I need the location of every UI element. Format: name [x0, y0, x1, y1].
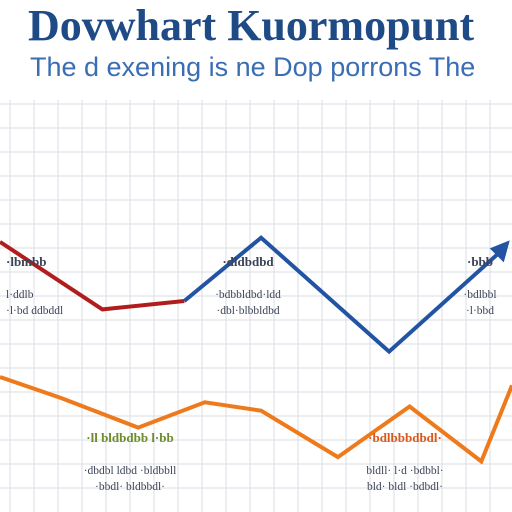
annotation-1: ·lbmbb l·ddlb ·l·bd ddbddl	[6, 254, 63, 317]
series-line-orange	[0, 375, 512, 465]
annotation-5: ·bdlbbbdbdl· bldll· l·d ·bdbbl· bld· bldl …	[366, 430, 443, 493]
annotation-line: ·bdbbldbd·ldd	[215, 289, 281, 301]
annotation-title: ·ll bldbdbb l·bb	[86, 430, 173, 445]
chart-subtitle: The d exening is ne Dop porrons The	[30, 52, 475, 82]
annotation-4: ·ll bldbdbb l·bb ·dbdbl ldbd ·bldbbll ·bbd…	[84, 430, 177, 493]
annotation-line: ·l·bbd	[466, 305, 494, 317]
annotation-line: ·dbl·blbbldbd	[216, 305, 279, 317]
annotation-title: ·bdlbbbdbdl·	[368, 430, 442, 445]
annotation-3: ·bbb ·bdlbbl ·l·bbd	[463, 254, 496, 317]
chart-title: Dovwhart Kuormopunt	[28, 1, 474, 50]
annotation-title: ·lbmbb	[6, 254, 46, 269]
arrowhead-icon	[489, 240, 510, 263]
series-line-blue	[183, 235, 504, 355]
annotation-line: bld· bldl ·bdbdl·	[367, 481, 443, 493]
annotation-title: ·bbb	[467, 254, 493, 269]
series-lines	[0, 235, 512, 465]
annotation-line: ·l·bd ddbddl	[6, 305, 63, 317]
annotation-line: ·bdlbbl	[463, 289, 496, 301]
grid	[0, 100, 512, 512]
annotations: ·lbmbb l·ddlb ·l·bd ddbddl ·dldbdbd ·bdbbldb…	[6, 254, 497, 493]
annotation-line: ·dbdbl ldbd ·bldbbll	[84, 465, 177, 477]
annotation-line: bldll· l·d ·bdbbl·	[366, 465, 443, 477]
annotation-2: ·dldbdbd ·bdbbldbd·ldd ·dbl·blbbldbd	[215, 254, 281, 317]
annotation-title: ·dldbdbd	[222, 254, 274, 269]
annotation-line: ·bbdl· bldbbdl·	[95, 481, 165, 493]
annotation-line: l·ddlb	[6, 289, 34, 301]
